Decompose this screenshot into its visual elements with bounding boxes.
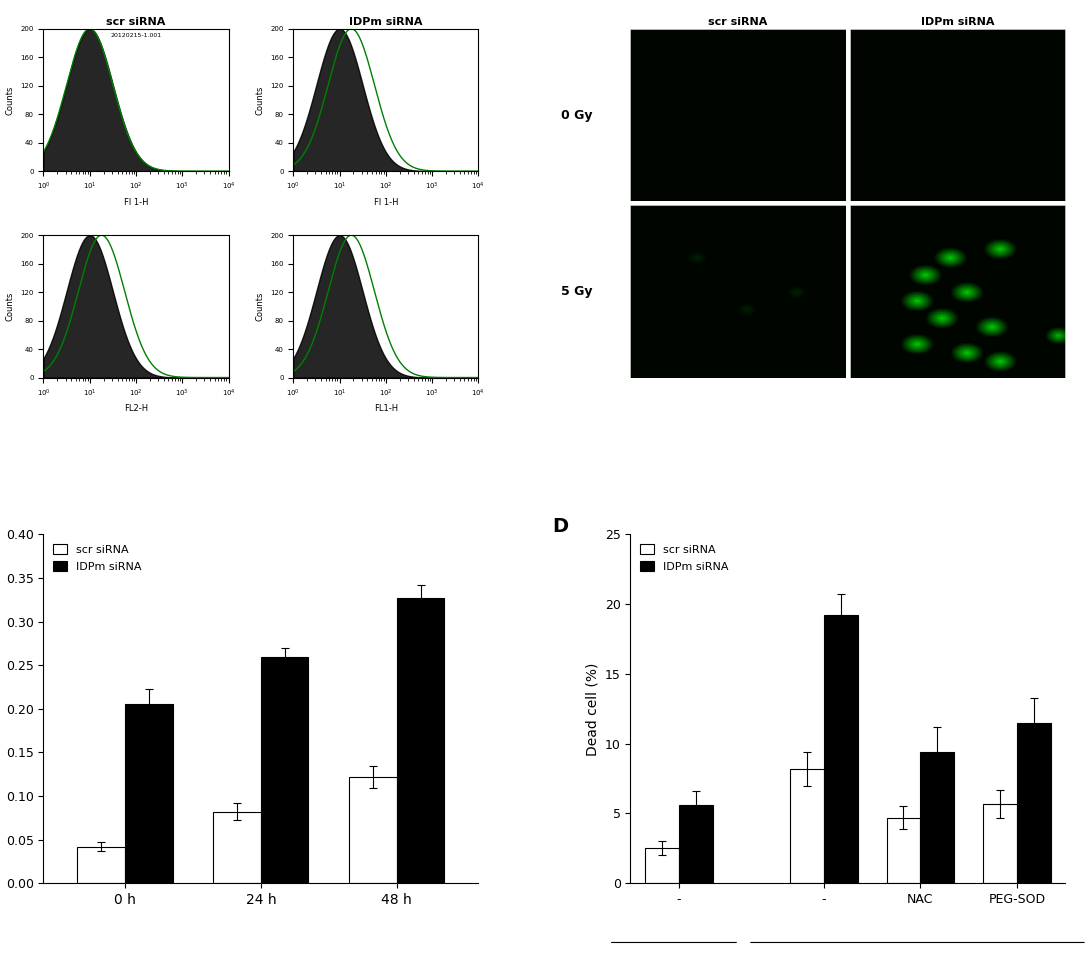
Bar <box>1017 723 1051 883</box>
Text: D: D <box>552 517 569 536</box>
Text: 5 Gy: 5 Gy <box>561 285 592 298</box>
X-axis label: FL2-H: FL2-H <box>124 404 148 413</box>
Bar <box>77 847 125 883</box>
Legend: scr siRNA, IDPm siRNA: scr siRNA, IDPm siRNA <box>49 540 146 576</box>
X-axis label: Fl 1-H: Fl 1-H <box>124 198 148 206</box>
Y-axis label: Counts: Counts <box>5 292 15 321</box>
Bar <box>790 769 824 883</box>
Bar <box>983 804 1017 883</box>
Y-axis label: Counts: Counts <box>255 85 264 114</box>
Bar <box>921 752 954 883</box>
Bar <box>645 849 678 883</box>
Y-axis label: Dead cell (%): Dead cell (%) <box>585 662 599 756</box>
Bar <box>261 657 309 883</box>
Title: scr siRNA: scr siRNA <box>107 16 165 27</box>
Bar <box>349 777 397 883</box>
Bar <box>678 805 713 883</box>
Title: IDPm siRNA: IDPm siRNA <box>349 16 423 27</box>
X-axis label: FL1-H: FL1-H <box>374 404 398 413</box>
Y-axis label: Counts: Counts <box>5 85 15 114</box>
Bar <box>887 818 921 883</box>
Text: 0 Gy: 0 Gy <box>561 108 592 122</box>
Bar <box>125 705 173 883</box>
Title: IDPm siRNA: IDPm siRNA <box>921 16 995 27</box>
Legend: scr siRNA, IDPm siRNA: scr siRNA, IDPm siRNA <box>636 540 733 576</box>
X-axis label: Fl 1-H: Fl 1-H <box>374 198 398 206</box>
Bar <box>213 812 261 883</box>
Y-axis label: Counts: Counts <box>255 292 264 321</box>
Bar <box>824 615 858 883</box>
Bar <box>397 598 445 883</box>
Title: scr siRNA: scr siRNA <box>709 16 767 27</box>
Text: 20120215-1.001: 20120215-1.001 <box>111 33 162 38</box>
